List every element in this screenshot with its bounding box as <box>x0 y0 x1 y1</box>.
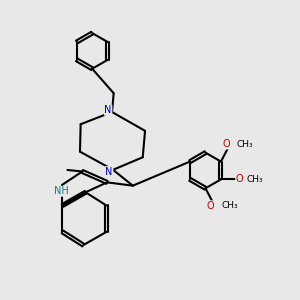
Text: O: O <box>222 139 230 149</box>
Text: NH: NH <box>54 186 68 196</box>
Text: CH₃: CH₃ <box>247 175 263 184</box>
Text: O: O <box>207 201 214 211</box>
Text: CH₃: CH₃ <box>237 140 253 148</box>
Text: N: N <box>104 105 112 115</box>
Text: CH₃: CH₃ <box>221 201 238 210</box>
Text: O: O <box>236 174 243 184</box>
Text: N: N <box>106 167 113 177</box>
